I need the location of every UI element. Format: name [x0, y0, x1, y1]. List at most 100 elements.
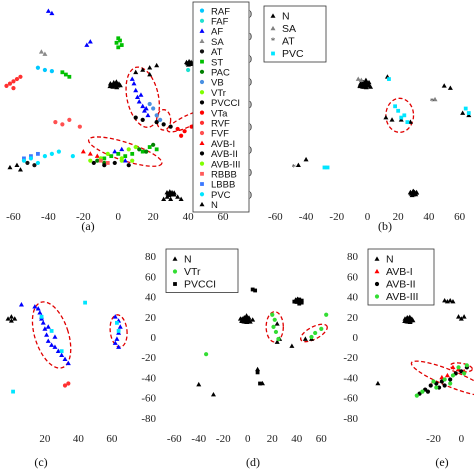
- point-pvcci: [140, 117, 145, 122]
- cluster-ellipse: [385, 97, 415, 133]
- point-pvcci: [294, 299, 299, 304]
- point-pvcci: [250, 287, 255, 292]
- legends: RAFFAFAFSAATSTPACVBVTrPVCCIVTaRVFFVFAVB-…: [165, 1, 435, 306]
- x-tick-label: 0: [116, 211, 122, 223]
- point-raf: [49, 69, 54, 74]
- legend-label: VTr: [184, 266, 201, 278]
- x-tick-label: 0: [245, 433, 251, 445]
- x-tick-label: -20: [426, 433, 441, 445]
- point-n: [237, 316, 243, 321]
- panel-c: [5, 300, 123, 394]
- point-st: [67, 74, 72, 79]
- legend-label: FVF: [211, 129, 229, 140]
- x-tick-label: 40: [423, 211, 435, 223]
- legend-marker: [199, 110, 205, 115]
- point-af: [44, 332, 50, 337]
- point-n: [411, 190, 417, 196]
- legend-marker: [199, 90, 205, 95]
- x-tick-label: 20: [393, 211, 405, 223]
- x-tick-label: -20: [329, 211, 344, 223]
- x-tick-label: 60: [106, 433, 118, 445]
- legend-label: VTr: [211, 88, 226, 99]
- point-rvf: [7, 81, 13, 86]
- point-pvc: [402, 113, 407, 118]
- point-st: [116, 45, 121, 50]
- point-pvc: [393, 104, 397, 109]
- legend-marker: [200, 182, 204, 186]
- point-pvc: [405, 120, 410, 125]
- point-af: [131, 81, 137, 86]
- point-n: [274, 339, 280, 344]
- point-af: [52, 344, 58, 349]
- point-n: [184, 59, 190, 65]
- legend-marker: [374, 281, 380, 287]
- x-tick-label: 60: [316, 433, 328, 445]
- point-vtr: [273, 329, 279, 335]
- point-af: [112, 340, 118, 345]
- legend-label: SA: [211, 37, 224, 48]
- point-avb-i: [450, 364, 456, 370]
- point-n: [247, 319, 253, 324]
- point-n: [114, 84, 120, 90]
- point-avb-iii: [456, 365, 461, 370]
- point-pac: [95, 158, 100, 163]
- point-n: [147, 71, 153, 77]
- legend-label: PAC: [211, 68, 230, 79]
- point-af: [45, 338, 51, 343]
- y-tick-label: -40: [141, 372, 156, 384]
- legend-label: LBBB: [211, 180, 235, 191]
- point-pvc: [39, 314, 44, 319]
- x-tick-label: 40: [73, 433, 85, 445]
- legend-label: ST: [211, 57, 223, 68]
- point-fvf: [77, 124, 82, 129]
- point-n: [375, 380, 381, 386]
- point-pvc: [35, 160, 41, 166]
- point-af: [37, 310, 43, 315]
- point-af: [32, 304, 38, 309]
- point-pvcci: [154, 120, 159, 125]
- point-sa: [38, 49, 44, 54]
- point-n: [185, 62, 191, 67]
- point-n: [8, 314, 14, 319]
- legend-label: FAF: [211, 17, 229, 28]
- point-avb-i: [444, 372, 450, 378]
- point-pvc: [28, 156, 34, 161]
- point-avb-iii: [450, 373, 456, 378]
- point-lbbb: [22, 156, 26, 161]
- x-tick-label: -60: [6, 211, 21, 223]
- x-tick-label: 20: [39, 433, 51, 445]
- point-avb-iii: [461, 371, 467, 376]
- point-sa: [358, 77, 364, 82]
- legend-label: AVB-I: [386, 266, 413, 278]
- point-st: [109, 154, 114, 159]
- captions: (a) (b) (c) (d) (e): [34, 219, 448, 469]
- legend-label: N: [184, 254, 192, 266]
- y-tick-label: 20: [145, 312, 157, 324]
- point-pvc: [399, 115, 404, 120]
- panel-caption: (c): [34, 455, 47, 469]
- point-af: [138, 92, 144, 97]
- x-tick-label: 20: [267, 433, 279, 445]
- point-pvc: [115, 320, 119, 325]
- legend-marker: [200, 59, 204, 64]
- point-avb-ii: [102, 163, 107, 168]
- point-n: [274, 321, 280, 326]
- legend-marker: [270, 25, 276, 31]
- point-af: [40, 320, 46, 325]
- legend-label: AF: [211, 27, 223, 38]
- point-n: [14, 162, 20, 167]
- x-tick-label: 0: [459, 433, 465, 445]
- point-st: [154, 147, 159, 152]
- legend-label: RAF: [211, 6, 230, 17]
- y-tick-label: 40: [347, 292, 359, 304]
- legend-marker: [199, 18, 205, 23]
- point-af: [117, 324, 123, 329]
- point-pvcci: [255, 370, 260, 375]
- point-n: [255, 366, 261, 372]
- point-n: [171, 192, 177, 197]
- point-n: [244, 313, 250, 318]
- legend-marker: [199, 49, 205, 54]
